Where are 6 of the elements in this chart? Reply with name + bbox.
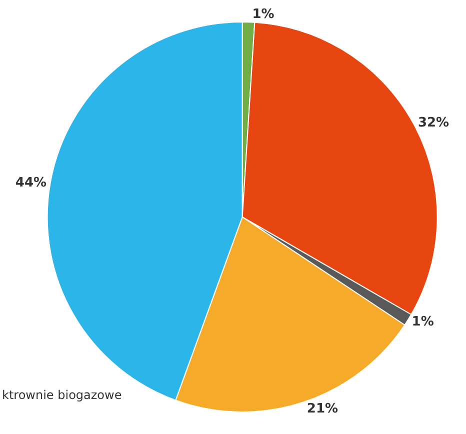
text: ktrownie biogazowe bbox=[2, 388, 122, 402]
data-label: 44% bbox=[15, 175, 47, 190]
data-label: 21% bbox=[306, 402, 338, 417]
data-label: 32% bbox=[418, 116, 450, 131]
data-label: 1% bbox=[252, 7, 274, 22]
data-label: 1% bbox=[412, 314, 434, 330]
